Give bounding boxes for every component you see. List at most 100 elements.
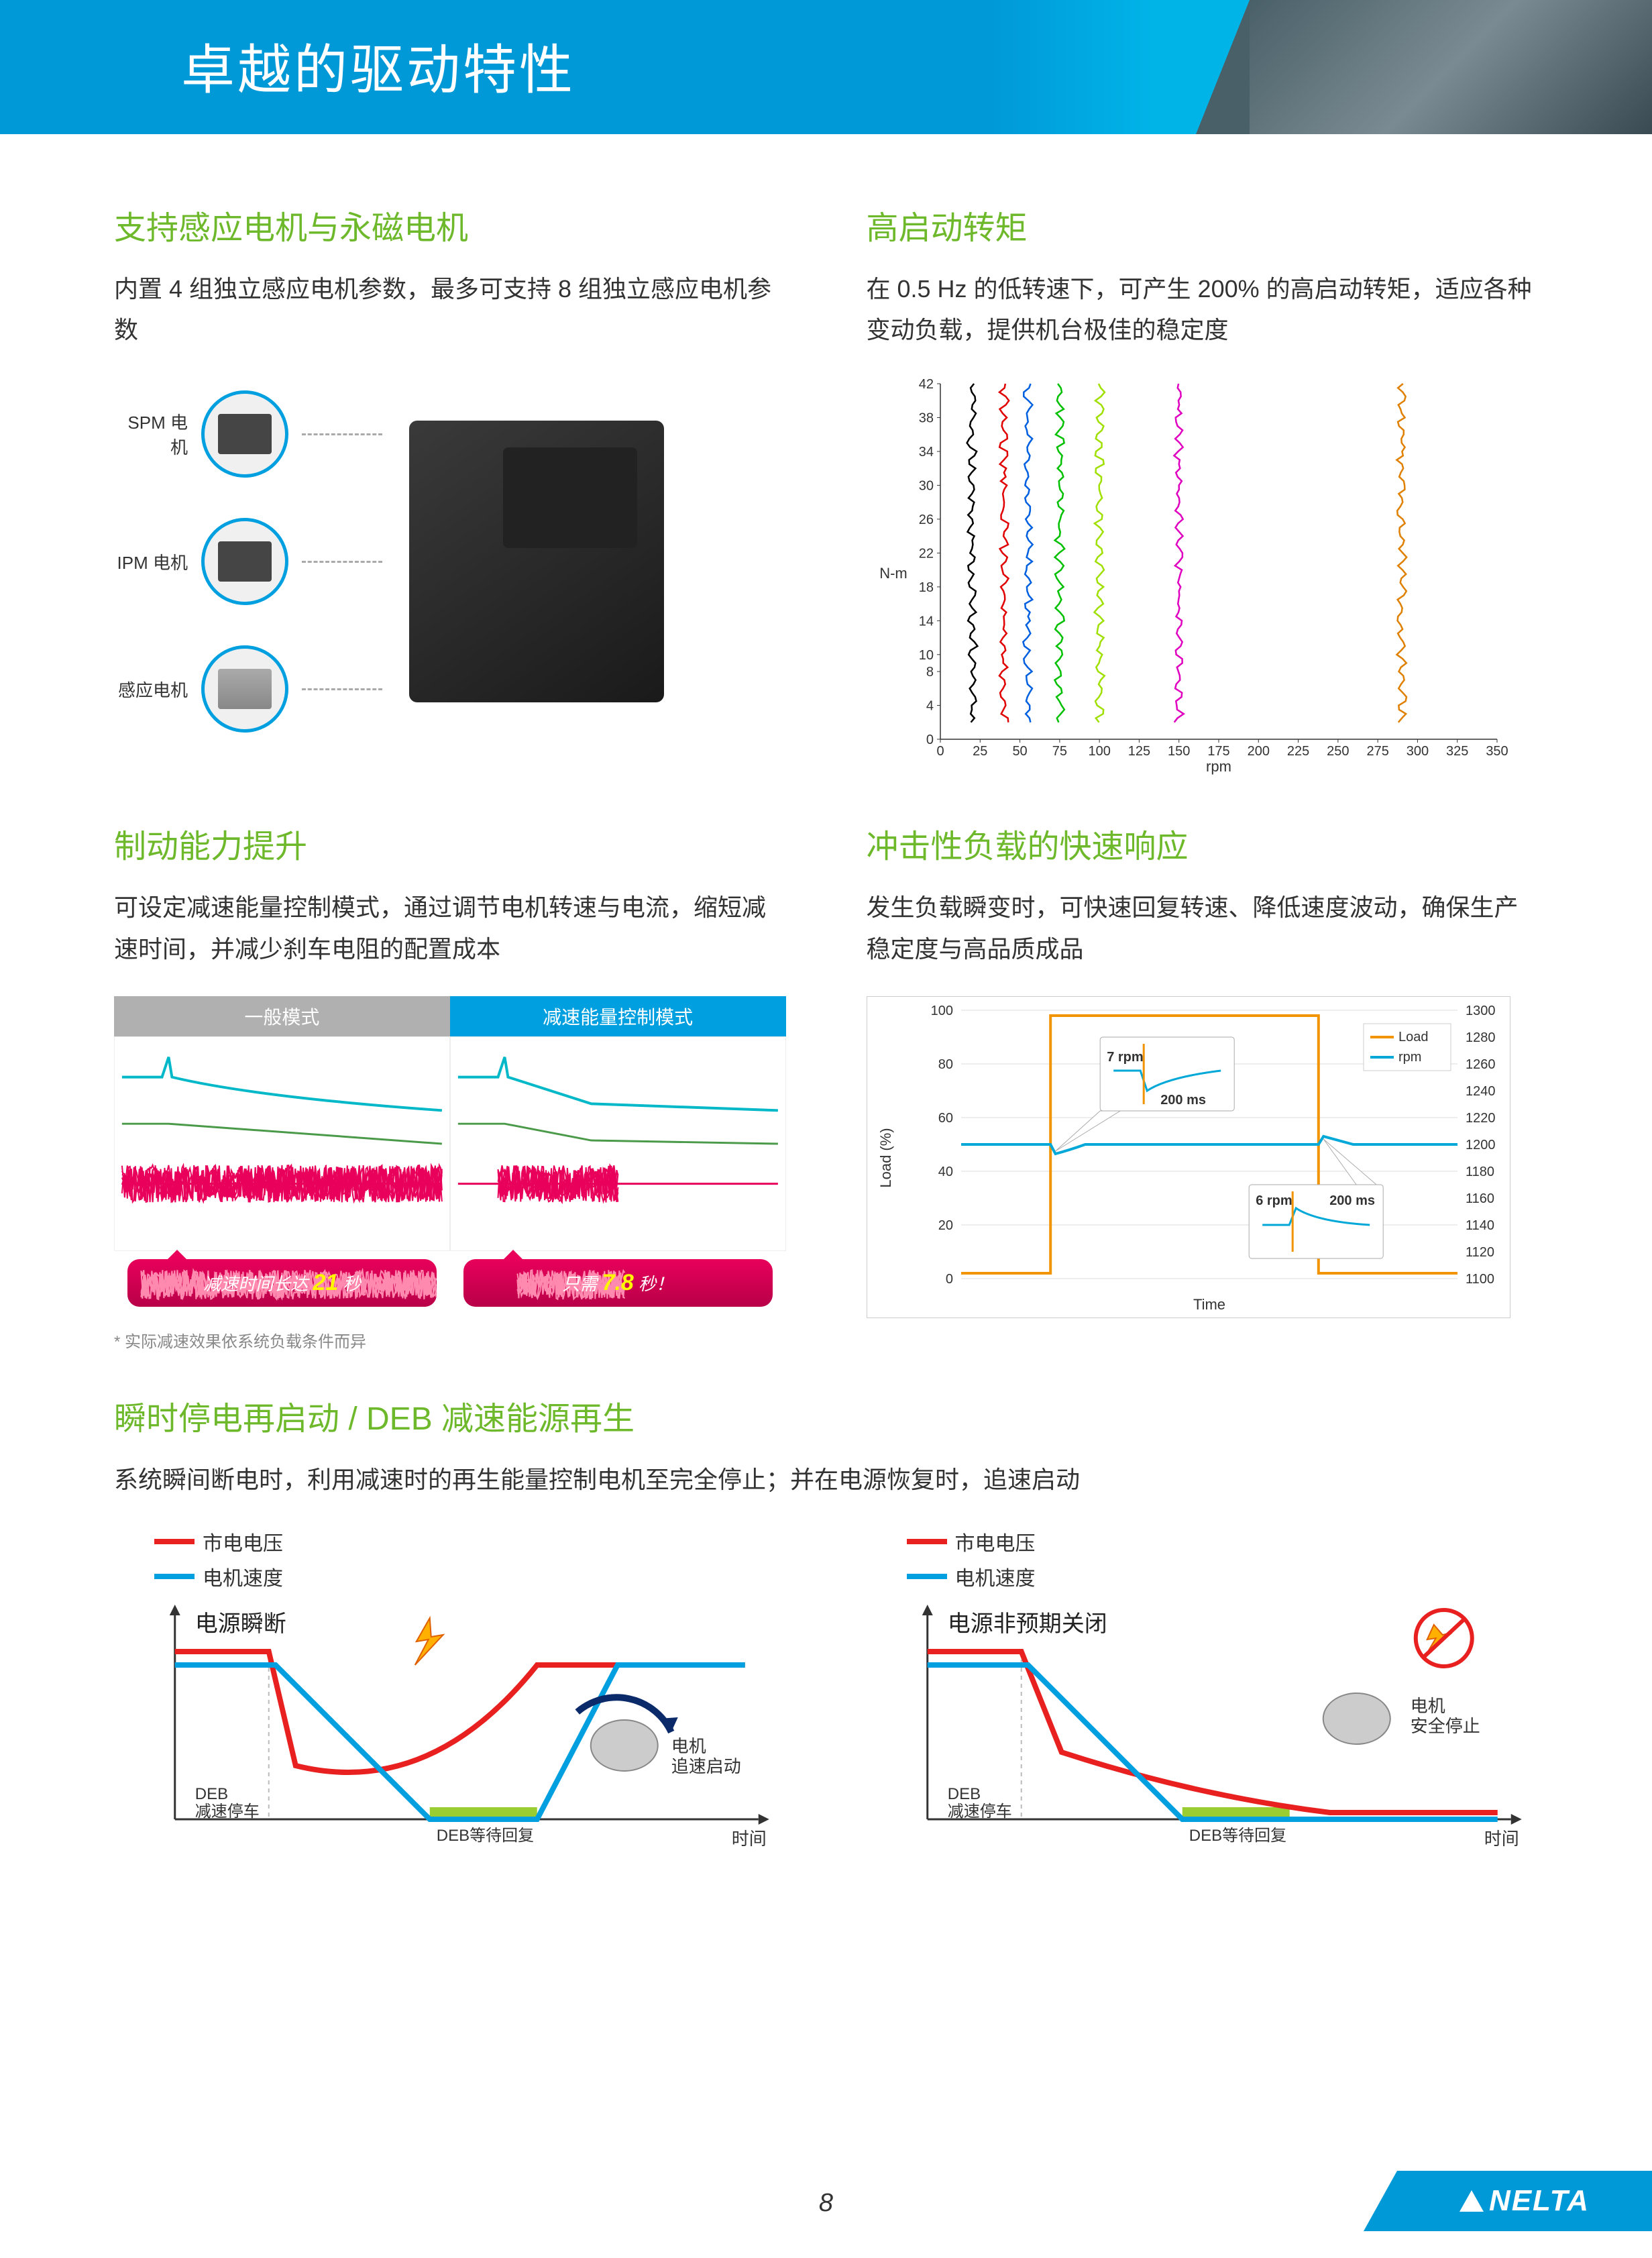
torque-title: 高启动转矩 (867, 201, 1539, 248)
svg-text:7 rpm: 7 rpm (1107, 1050, 1143, 1065)
svg-text:1140: 1140 (1466, 1218, 1494, 1233)
brake-header-energy: 减速能量控制模式 (450, 996, 786, 1036)
deb-title: 瞬时停电再启动 / DEB 减速能源再生 (114, 1392, 1538, 1439)
svg-text:1160: 1160 (1466, 1191, 1494, 1206)
brake-wave-normal (114, 1036, 450, 1251)
load-desc: 发生负载瞬变时，可快速回复转速、降低速度波动，确保生产稳定度与高品质成品 (867, 887, 1539, 969)
callout-highlight: 7.8 (602, 1270, 633, 1295)
svg-text:1220: 1220 (1466, 1111, 1496, 1126)
svg-text:1260: 1260 (1466, 1057, 1496, 1072)
svg-text:1200: 1200 (1466, 1138, 1496, 1152)
svg-text:22: 22 (918, 547, 933, 561)
svg-text:1300: 1300 (1466, 1004, 1496, 1018)
torque-desc: 在 0.5 Hz 的低转速下，可产生 200% 的高启动转矩，适应各种变动负载，… (867, 268, 1539, 350)
svg-text:225: 225 (1286, 744, 1309, 759)
svg-text:rpm: rpm (1398, 1050, 1421, 1065)
svg-text:125: 125 (1127, 744, 1150, 759)
motor-desc: 内置 4 组独立感应电机参数，最多可支持 8 组独立感应电机参数 (114, 268, 786, 350)
svg-text:80: 80 (938, 1057, 952, 1072)
svg-text:Time: Time (1193, 1296, 1225, 1313)
motor-icon (201, 518, 288, 605)
motor-label: IPM 电机 (114, 549, 188, 574)
svg-text:追速启动: 追速启动 (671, 1756, 741, 1776)
motor-icon (201, 390, 288, 478)
legend-label: 市电电压 (203, 1527, 283, 1556)
svg-text:Load: Load (1398, 1030, 1429, 1044)
svg-text:1100: 1100 (1466, 1272, 1494, 1287)
svg-text:减速停车: 减速停车 (947, 1803, 1011, 1821)
svg-text:1180: 1180 (1466, 1165, 1494, 1179)
svg-text:1280: 1280 (1466, 1030, 1496, 1045)
brake-header-normal: 一般模式 (114, 996, 450, 1036)
banner-title: 卓越的驱动特性 (181, 27, 575, 105)
svg-text:40: 40 (938, 1165, 952, 1179)
connector-line (302, 433, 382, 435)
brake-panel-normal: 一般模式 减速时间长达 21 秒 (114, 996, 450, 1315)
brake-title: 制动能力提升 (114, 820, 786, 867)
svg-text:时间: 时间 (732, 1829, 767, 1849)
svg-text:200: 200 (1247, 744, 1269, 759)
svg-text:275: 275 (1366, 744, 1388, 759)
svg-text:38: 38 (918, 411, 933, 426)
row-2: 制动能力提升 可设定减速能量控制模式，通过调节电机转速与电流，缩短减速时间，并减… (114, 820, 1538, 1351)
row-1: 支持感应电机与永磁电机 内置 4 组独立感应电机参数，最多可支持 8 组独立感应… (114, 201, 1538, 779)
svg-text:电机: 电机 (671, 1736, 706, 1756)
svg-text:DEB等待回复: DEB等待回复 (1189, 1827, 1286, 1845)
deb-legend: 市电电压 电机速度 (907, 1527, 1539, 1591)
delta-logo: NELTA (1397, 2171, 1652, 2231)
svg-text:DEB: DEB (947, 1785, 980, 1803)
svg-text:电源瞬断: 电源瞬断 (195, 1611, 286, 1637)
brake-callout-normal: 减速时间长达 21 秒 (127, 1259, 437, 1307)
svg-text:250: 250 (1327, 744, 1349, 759)
svg-text:100: 100 (930, 1004, 952, 1018)
svg-text:N-m: N-m (879, 565, 907, 582)
svg-text:34: 34 (918, 445, 933, 460)
svg-text:50: 50 (1012, 744, 1027, 759)
section-torque: 高启动转矩 在 0.5 Hz 的低转速下，可产生 200% 的高启动转矩，适应各… (867, 201, 1539, 779)
svg-text:175: 175 (1207, 744, 1229, 759)
svg-text:25: 25 (973, 744, 987, 759)
motor-item-induction: 感应电机 (114, 645, 382, 733)
page: 卓越的驱动特性 支持感应电机与永磁电机 内置 4 组独立感应电机参数，最多可支持… (0, 0, 1652, 2258)
connector-line (302, 688, 382, 690)
motor-item-ipm: IPM 电机 (114, 518, 382, 605)
content: 支持感应电机与永磁电机 内置 4 组独立感应电机参数，最多可支持 8 组独立感应… (0, 134, 1652, 1849)
section-load: 冲击性负载的快速响应 发生负载瞬变时，可快速回复转速、降低速度波动，确保生产稳定… (867, 820, 1539, 1351)
svg-text:60: 60 (938, 1111, 952, 1126)
svg-text:20: 20 (938, 1218, 952, 1233)
svg-text:10: 10 (918, 648, 933, 663)
page-number: 8 (819, 2189, 833, 2218)
torque-chart: 0481014182226303438420255075100125150175… (867, 377, 1510, 779)
svg-text:150: 150 (1168, 744, 1190, 759)
svg-text:100: 100 (1088, 744, 1110, 759)
brake-note: * 实际减速效果依系统负载条件而异 (114, 1328, 786, 1352)
svg-text:Load (%): Load (%) (877, 1128, 894, 1187)
svg-text:75: 75 (1052, 744, 1066, 759)
svg-text:DEB等待回复: DEB等待回复 (437, 1827, 534, 1845)
section-deb: 瞬时停电再启动 / DEB 减速能源再生 系统瞬间断电时，利用减速时的再生能量控… (114, 1392, 1538, 1849)
vfd-drive-image (409, 421, 664, 702)
svg-text:1120: 1120 (1466, 1245, 1494, 1260)
svg-text:0: 0 (945, 1272, 952, 1287)
svg-text:电源非预期关闭: 电源非预期关闭 (947, 1611, 1107, 1637)
svg-text:30: 30 (918, 479, 933, 494)
svg-text:18: 18 (918, 580, 933, 595)
footer: 8 NELTA (0, 2171, 1652, 2231)
legend-label: 市电电压 (955, 1527, 1036, 1556)
callout-highlight: 21 (313, 1270, 338, 1295)
svg-text:rpm: rpm (1206, 758, 1231, 775)
brake-panel-energy: 减速能量控制模式 只需 7.8 秒！ (450, 996, 786, 1315)
svg-text:42: 42 (918, 377, 933, 392)
deb-row: 市电电压 电机速度 时间电源瞬断DEB等待回复DEB减速停车电机追速启动 市电电… (114, 1527, 1538, 1849)
svg-text:时间: 时间 (1484, 1829, 1519, 1849)
motor-label: 感应电机 (114, 677, 188, 702)
brake-compare: 一般模式 减速时间长达 21 秒 (114, 996, 786, 1315)
motor-item-spm: SPM 电机 (114, 390, 382, 478)
svg-text:300: 300 (1406, 744, 1428, 759)
legend-label: 电机速度 (203, 1562, 283, 1591)
motor-list: SPM 电机 IPM 电机 感应电机 (114, 390, 382, 733)
svg-text:200 ms: 200 ms (1160, 1093, 1206, 1108)
svg-text:325: 325 (1446, 744, 1468, 759)
brake-desc: 可设定减速能量控制模式，通过调节电机转速与电流，缩短减速时间，并减少刹车电阻的配… (114, 887, 786, 969)
svg-text:减速停车: 减速停车 (195, 1803, 260, 1821)
